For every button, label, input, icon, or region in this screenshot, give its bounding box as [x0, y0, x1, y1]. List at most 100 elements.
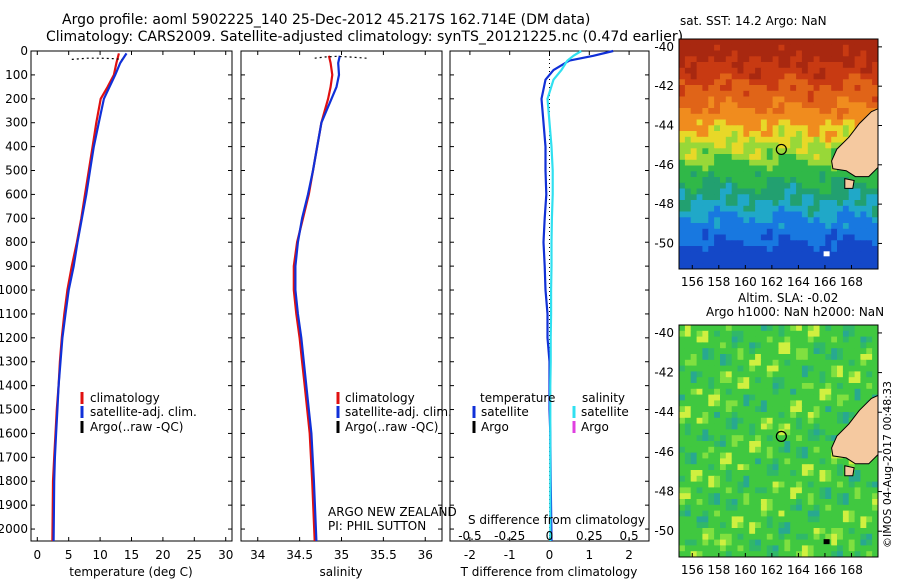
- map-cell: [755, 499, 762, 506]
- map-cell: [766, 90, 774, 98]
- map-cell: [690, 246, 698, 253]
- map-cell: [778, 90, 785, 98]
- map-cell: [778, 388, 785, 396]
- map-cell: [860, 56, 867, 63]
- map-cell: [766, 441, 774, 448]
- map-cell: [790, 39, 797, 46]
- lon-tick-label: 166: [813, 563, 836, 577]
- map-cell: [725, 499, 733, 506]
- lon-tick-label: 164: [787, 563, 810, 577]
- map-cell: [801, 551, 809, 557]
- map-cell: [807, 148, 815, 155]
- map-cell: [731, 263, 739, 269]
- map-cell: [731, 205, 739, 213]
- y-tick-label: 1000: [0, 283, 28, 297]
- map-cell: [679, 73, 686, 80]
- map-cell: [807, 159, 815, 167]
- map-cell: [848, 499, 856, 506]
- map-cell: [690, 67, 698, 75]
- map-cell: [714, 330, 721, 338]
- map-cell: [860, 365, 867, 372]
- map-cell: [731, 131, 739, 138]
- map-cell: [831, 510, 838, 517]
- map-cell: [778, 165, 785, 172]
- map-cell: [790, 251, 797, 259]
- map-cell: [737, 79, 744, 86]
- map-cell: [766, 499, 774, 506]
- map-cell: [837, 504, 844, 512]
- map-cell: [801, 475, 809, 483]
- map-cell: [760, 211, 768, 218]
- map-cell: [831, 211, 838, 218]
- map-cell: [825, 85, 832, 92]
- temperature-plot: 0100200300400500600700800900100011001200…: [0, 44, 233, 562]
- map-cell: [801, 359, 809, 367]
- map-cell: [731, 217, 739, 224]
- map-cell: [766, 435, 774, 442]
- map-cell: [679, 217, 686, 224]
- map-cell: [801, 234, 809, 241]
- map-cell: [714, 119, 721, 126]
- map-cell: [784, 423, 791, 430]
- map-cell: [872, 44, 878, 52]
- map-cell: [749, 417, 756, 425]
- map-cell: [684, 493, 692, 500]
- map-cell: [831, 470, 838, 477]
- map-cell: [801, 452, 809, 459]
- map-cell: [690, 228, 698, 236]
- map-cell: [784, 377, 791, 384]
- map-cell: [737, 119, 744, 126]
- map-cell: [731, 142, 739, 149]
- map-cell: [679, 481, 686, 488]
- map-cell: [807, 165, 815, 172]
- map-cell: [731, 62, 739, 69]
- map-cell: [784, 325, 791, 332]
- difference-plot: -2 -1 0 1 2-0.5 -0.25 0 0.25 0.5: [450, 49, 649, 562]
- map-cell: [848, 406, 856, 413]
- map-cell: [684, 504, 692, 512]
- map-cell: [755, 102, 762, 109]
- map-cell: [702, 446, 709, 454]
- map-cell: [801, 400, 809, 407]
- map-cell: [702, 417, 709, 425]
- map-cell: [679, 142, 686, 149]
- map-cell: [725, 516, 733, 523]
- map-cell: [807, 39, 815, 46]
- map-cell: [778, 62, 785, 69]
- map-cell: [872, 257, 878, 264]
- map-cell: [720, 435, 727, 442]
- map-cell: [708, 359, 715, 367]
- map-cell: [790, 551, 797, 557]
- map-cell: [702, 263, 709, 269]
- map-cell: [854, 528, 862, 535]
- map-cell: [684, 377, 692, 384]
- map-cell: [866, 234, 873, 241]
- map-cell: [872, 56, 878, 63]
- map-cell: [813, 516, 821, 523]
- map-cell: [790, 406, 797, 413]
- map-cell: [684, 39, 692, 46]
- map-cell: [708, 223, 715, 230]
- map-cell: [743, 435, 750, 442]
- map-cell: [696, 458, 704, 465]
- map-cell: [684, 359, 692, 367]
- map-cell: [837, 545, 844, 552]
- map-cell: [755, 108, 762, 115]
- map-cell: [766, 533, 774, 541]
- map-cell: [714, 228, 721, 236]
- map-cell: [755, 119, 762, 126]
- map-cell: [837, 44, 844, 52]
- map-cell: [714, 200, 721, 207]
- map-cell: [679, 359, 686, 367]
- map-cell: [790, 125, 797, 132]
- map-cell: [819, 533, 826, 541]
- map-cell: [772, 371, 780, 378]
- map-cell: [854, 56, 862, 63]
- map-cell: [690, 377, 698, 384]
- map-cell: [714, 388, 721, 396]
- map-cell: [684, 458, 692, 465]
- map-cell: [720, 429, 727, 436]
- map-cell: [766, 354, 774, 361]
- map-cell: [760, 62, 768, 69]
- map-cell: [772, 464, 780, 471]
